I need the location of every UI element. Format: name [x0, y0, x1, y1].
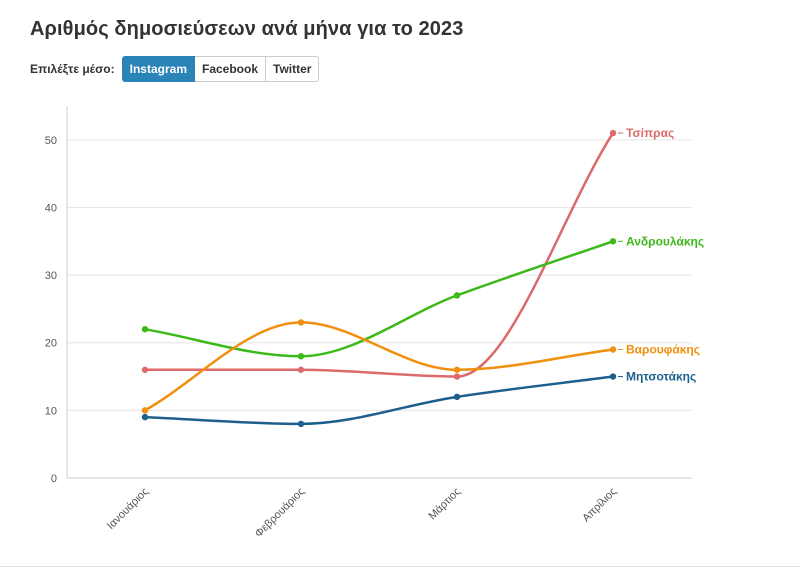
series-end-label: Βαρουφάκης — [626, 342, 700, 356]
series-end-label: Τσίπρας — [626, 126, 674, 140]
media-selector: Επιλέξτε μέσο: Instagram Facebook Twitte… — [30, 56, 320, 82]
data-point — [297, 353, 305, 360]
data-point — [453, 292, 461, 299]
y-tick-label: 10 — [45, 405, 57, 417]
data-point — [141, 326, 149, 333]
data-point — [297, 420, 305, 428]
data-point — [297, 319, 305, 326]
x-tick-label: Μάρτιος — [426, 486, 463, 523]
x-tick-label: Ιανουάριος — [105, 486, 151, 532]
series-line — [145, 132, 615, 378]
data-point — [141, 413, 149, 421]
y-tick-label: 0 — [51, 473, 57, 485]
data-point — [141, 407, 149, 414]
data-point — [453, 366, 461, 373]
y-tick-label: 50 — [45, 135, 57, 147]
data-point — [609, 129, 617, 137]
bottom-divider — [0, 566, 800, 567]
x-tick-label: Φεβρουάριος — [253, 486, 307, 540]
data-point — [453, 393, 461, 401]
data-point — [609, 346, 617, 353]
data-point — [609, 238, 617, 245]
series-end-label: Μητσοτάκης — [626, 370, 696, 384]
data-point — [609, 373, 617, 380]
data-point — [297, 366, 305, 373]
twitter-button[interactable]: Twitter — [265, 56, 320, 82]
instagram-button[interactable]: Instagram — [121, 56, 195, 82]
y-tick-label: 20 — [45, 338, 57, 350]
x-tick-label: Απρίλιος — [580, 486, 619, 525]
media-selector-label: Επιλέξτε μέσο: — [30, 62, 115, 76]
y-tick-label: 40 — [45, 202, 57, 214]
series-line — [144, 321, 614, 412]
series-line — [144, 240, 614, 358]
series-end-label: Ανδρουλάκης — [626, 234, 704, 248]
data-point — [141, 366, 149, 373]
data-point — [453, 373, 461, 380]
y-tick-label: 30 — [45, 270, 57, 282]
series-line — [144, 375, 614, 426]
media-button-group: Instagram Facebook Twitter — [121, 56, 320, 82]
page-title: Αριθμός δημοσιεύσεων ανά μήνα για το 202… — [30, 18, 464, 40]
